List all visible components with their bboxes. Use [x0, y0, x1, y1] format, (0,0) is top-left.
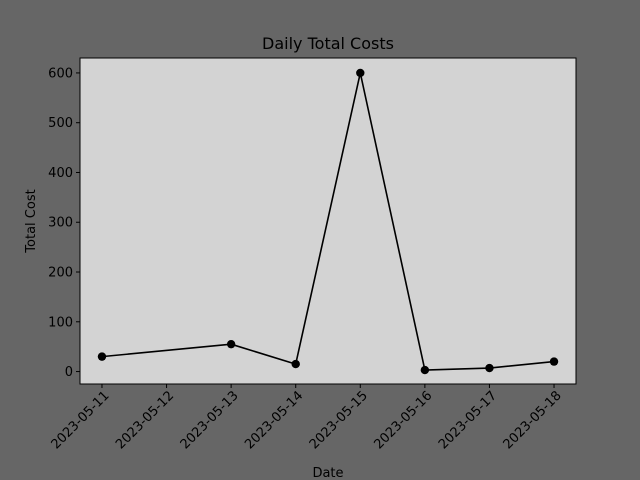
y-tick-label: 100	[48, 315, 73, 330]
y-axis-label: Total Cost	[24, 189, 39, 253]
y-axis-ticks: 0 100 200 300 400 500 600	[48, 66, 80, 380]
y-tick-label: 600	[48, 66, 73, 81]
y-tick-label: 400	[48, 166, 73, 181]
data-point	[97, 352, 107, 361]
data-point	[420, 365, 430, 375]
data-point	[226, 339, 236, 349]
data-point	[485, 363, 494, 373]
x-axis-label: Date	[312, 466, 343, 480]
y-tick-label: 300	[48, 216, 73, 231]
data-point	[549, 357, 559, 366]
data-point	[291, 359, 300, 369]
y-tick-label: 200	[48, 266, 73, 281]
chart-title: Daily Total Costs	[262, 34, 394, 53]
data-point	[356, 68, 365, 78]
series-layer	[97, 68, 559, 375]
y-tick-label: 500	[48, 116, 73, 131]
y-tick-label: 0	[65, 365, 73, 380]
plot-frame	[79, 57, 577, 385]
